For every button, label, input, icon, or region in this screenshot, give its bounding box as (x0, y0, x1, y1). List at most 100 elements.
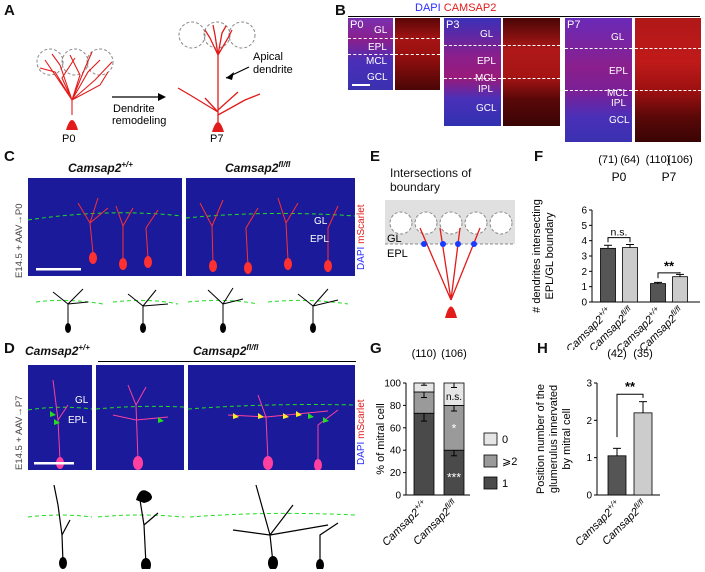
panel-f-label: F (534, 148, 544, 165)
h-bar (633, 412, 653, 496)
svg-text:EPL: EPL (387, 248, 408, 260)
d-tracings (28, 484, 355, 569)
panel-h-label: H (537, 340, 548, 357)
f-sig-label: n.s. (611, 226, 628, 238)
f-ytick-label: 5 (581, 221, 587, 232)
b-p3-merged: P3 GL EPL MCL IPL GCL (444, 18, 501, 126)
svg-text:GL: GL (314, 216, 328, 227)
p7-stage-label: P7 (210, 133, 223, 142)
panel-c-label: C (4, 148, 15, 165)
b-p3-gl: GL (480, 29, 494, 40)
panel-g-label: G (370, 340, 382, 357)
f-bar (600, 247, 616, 303)
p0-neuron (39, 51, 113, 115)
panel-a-schematic: P0 Dendrite remodeling P7 Apical dendrit… (36, 21, 293, 142)
d-micrographs: GL EPL (28, 365, 355, 470)
panel-b-label: B (335, 2, 346, 19)
b-p7-camsap (635, 18, 701, 142)
panel-b-rule (348, 16, 700, 17)
g-ytick-label: 20 (390, 468, 402, 479)
h-sig-label: ** (625, 379, 636, 394)
p7-neuron (177, 24, 261, 122)
f-ytick-label: 4 (581, 236, 587, 247)
p0-soma (66, 120, 78, 130)
f-sig-bracket (607, 237, 631, 243)
b-p3-gcl: GCL (476, 103, 497, 114)
c-genotype-wt: Camsap2+/+ (68, 160, 133, 175)
h-ytick-label: 0 (586, 491, 592, 502)
f-n-label: (64) (620, 154, 640, 166)
apical-label-2: dendrite (253, 64, 293, 76)
panel-a-label: A (4, 2, 15, 19)
chart-f: 0 1 2 3 4 5 6 # dendrites intersectingEPL/GL bo… (531, 154, 700, 350)
g-legend-label: 0 (502, 434, 508, 446)
svg-text:EPL: EPL (310, 234, 329, 245)
f-ylabel: # dendrites intersectingEPL/GL boundary (531, 199, 556, 313)
title-camsap2: CAMSAP2 (443, 2, 497, 14)
g-sig-label: n.s. (446, 392, 462, 403)
b-p3-camsap (503, 18, 560, 126)
f-sig-bracket (657, 272, 681, 279)
svg-text:GL: GL (75, 395, 89, 406)
f-bar (622, 247, 638, 303)
apical-label-1: Apical (253, 51, 283, 63)
c-micrographs: GL EPL (28, 178, 355, 276)
g-ytick-label: 60 (390, 423, 402, 434)
h-bar (607, 455, 627, 496)
panel-b-title: DAPI CAMSAP2 (415, 2, 496, 14)
f-group-label: P7 (662, 170, 677, 184)
g-ytick-label: 0 (395, 491, 401, 502)
f-ytick-label: 1 (581, 282, 587, 293)
g-ytick-label: 40 (390, 446, 402, 457)
f-ytick-label: 6 (581, 206, 587, 217)
svg-text:EPL: EPL (68, 415, 87, 426)
g-ytick-label: 80 (390, 401, 402, 412)
panel-e-label: E (370, 148, 381, 165)
b-p0-stage: P0 (350, 19, 364, 31)
f-bar (672, 276, 688, 303)
f-n-label: (106) (667, 154, 693, 166)
h-ylabel: Position number of theglumerulus innerva… (535, 384, 573, 494)
g-legend-swatch (483, 454, 498, 468)
b-p0-merged: P0 GL EPL MCL GCL (348, 18, 393, 90)
f-ytick-label: 2 (581, 267, 587, 278)
b-p7-ipl: IPL (611, 98, 627, 109)
b-p3-ipl: IPL (478, 84, 494, 95)
e-title-line-1: Intersections of (390, 166, 472, 180)
chart-h: 0 1 2 3 Position number of theglumerulus inn… (535, 348, 660, 549)
b-p7-gcl: GCL (609, 115, 630, 126)
panel-d-label: D (4, 340, 15, 357)
c-genotype-ko: Camsap2fl/fl (225, 160, 291, 175)
h-n-label: (42) (607, 348, 627, 360)
g-legend-swatch (483, 476, 498, 490)
b-p3-stage: P3 (446, 19, 460, 31)
b-scalebar (352, 84, 370, 86)
h-sig-bracket (616, 393, 644, 438)
f-bar (650, 283, 666, 303)
b-p7-merged: P7 GL EPL MCL IPL GCL (565, 18, 632, 142)
b-p3-epl: EPL (477, 56, 496, 67)
b-p7-gl: GL (611, 32, 625, 43)
f-group-label: P0 (612, 170, 627, 184)
d-genotype-ko: Camsap2fl/fl (193, 343, 259, 358)
f-n-label: (110) (646, 154, 671, 166)
b-p0-camsap (395, 18, 440, 90)
e-title: Intersections of boundary (390, 166, 471, 194)
f-ytick-label: 0 (581, 298, 587, 309)
d-genotype-wt: Camsap2+/+ (25, 343, 90, 358)
p0-glomeruli (36, 48, 114, 76)
c-side-label: E14.5 + AAV→P0 (14, 203, 25, 278)
g-legend-label: ⩾2 (502, 456, 517, 468)
e-title-line-2: boundary (390, 180, 441, 194)
g-sig-label: * (452, 421, 457, 435)
p7-soma (212, 122, 224, 132)
d-ko-rule (98, 361, 356, 362)
f-ytick-label: 3 (581, 252, 587, 263)
g-legend-label: 1 (502, 478, 508, 490)
h-ytick-label: 2 (586, 416, 592, 427)
h-ytick-label: 1 (586, 453, 592, 464)
b-p0-gl: GL (374, 25, 388, 36)
arrow-label-2: remodeling (112, 115, 166, 127)
b-p7-epl: EPL (609, 66, 628, 77)
